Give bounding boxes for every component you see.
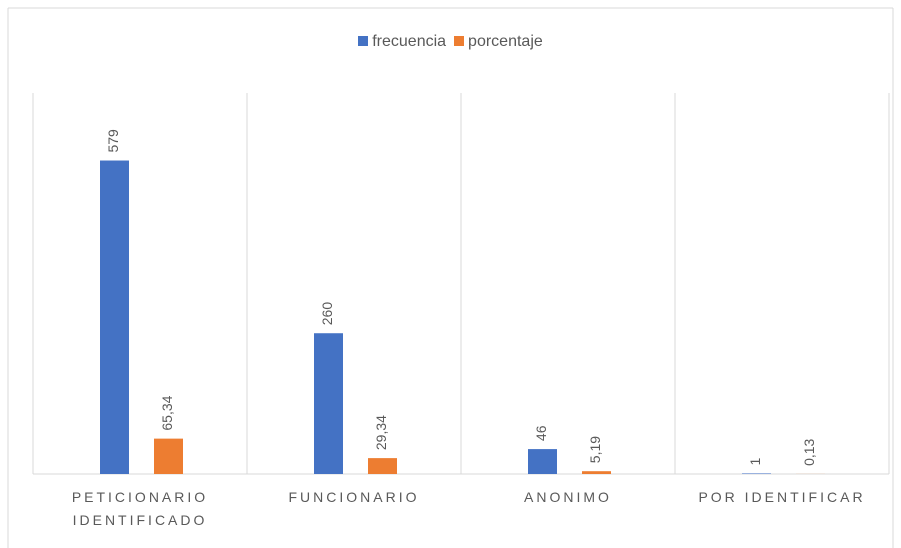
legend-label: porcentaje [468, 33, 543, 50]
bar [528, 449, 557, 474]
bar [154, 438, 183, 474]
legend-item: frecuencia [358, 33, 446, 51]
x-tick-label: PETICIONARIO IDENTIFICADO [71, 489, 209, 528]
bar [742, 473, 771, 474]
data-label: 29,34 [373, 415, 389, 450]
bar [368, 458, 397, 474]
data-label: 65,34 [159, 395, 175, 430]
bar [582, 471, 611, 474]
x-tick-label: ANONIMO [524, 489, 612, 505]
data-label: 0,13 [801, 438, 817, 465]
data-label: 579 [105, 129, 121, 153]
legend-label: frecuencia [372, 33, 447, 50]
data-label: 46 [533, 425, 549, 441]
x-tick-label: POR IDENTIFICAR [698, 489, 866, 505]
data-label: 260 [319, 302, 335, 326]
legend-item: porcentaje [454, 33, 543, 51]
legend: frecuencia porcentaje [0, 33, 901, 51]
legend-swatch [358, 36, 369, 46]
x-tick-label: FUNCIONARIO [288, 489, 420, 505]
bar [100, 160, 129, 474]
legend-swatch [454, 36, 465, 46]
bar [314, 333, 343, 474]
data-label: 1 [747, 457, 763, 465]
data-label: 5,19 [587, 436, 603, 463]
